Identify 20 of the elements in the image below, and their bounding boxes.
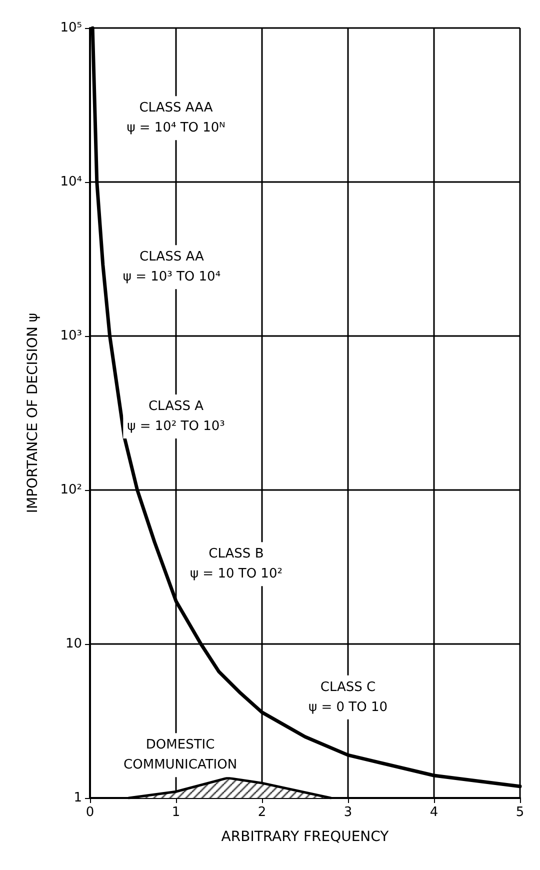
x-tick-label: 1	[172, 805, 180, 820]
annotation: DOMESTIC COMMUNICATION	[124, 738, 238, 773]
x-tick-label: 2	[258, 805, 266, 820]
x-tick-label: 5	[516, 805, 524, 820]
annotation: CLASS AAA ψ = 10⁴ TO 10ᴺ	[126, 100, 226, 136]
x-tick-label: 0	[86, 805, 94, 820]
annotation: CLASS AA ψ = 10³ TO 10⁴	[122, 250, 221, 285]
y-tick-label: 1	[74, 790, 82, 806]
y-tick-label: 10²	[60, 482, 82, 498]
annotation: CLASS A ψ = 10² TO 10³	[127, 399, 225, 434]
y-tick-label: 10⁵	[60, 20, 82, 36]
annotation: CLASS C ψ = 0 TO 10	[308, 680, 388, 715]
y-axis-title: IMPORTANCE OF DECISION ψ	[25, 312, 41, 514]
x-axis-title: ARBITRARY FREQUENCY	[221, 829, 390, 845]
y-tick-label: 10⁴	[60, 174, 82, 190]
x-tick-label: 4	[430, 805, 438, 820]
y-tick-label: 10³	[60, 328, 82, 344]
x-tick-label: 3	[344, 805, 352, 820]
annotation: CLASS B ψ = 10 TO 10²	[190, 546, 282, 582]
y-tick-label: 10	[65, 636, 82, 652]
